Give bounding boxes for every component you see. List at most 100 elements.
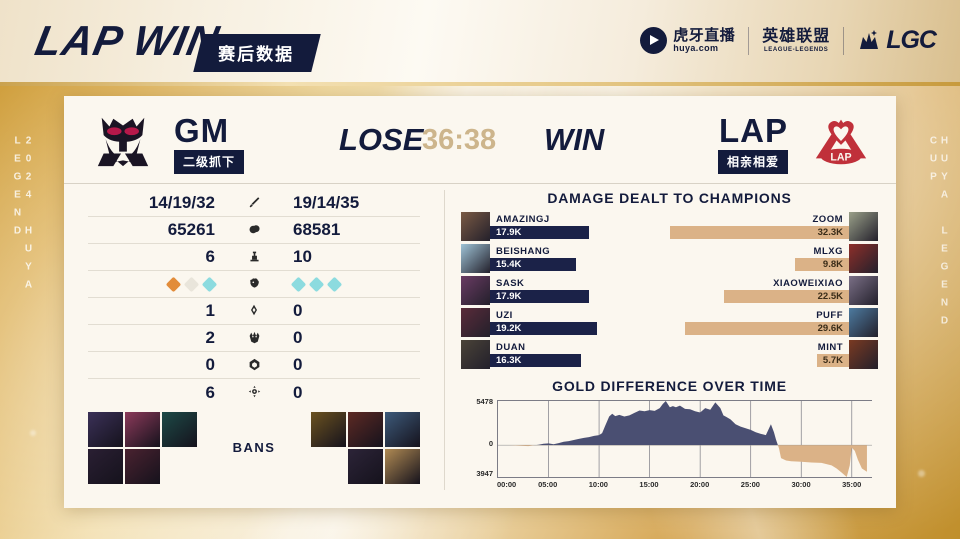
damage-value: 17.9K — [496, 227, 522, 238]
x-axis-tick-label: 30:00 — [791, 480, 811, 489]
player-name: ZOOM — [812, 214, 843, 225]
damage-value: 5.7K — [822, 355, 843, 366]
x-axis-tick-label: 35:00 — [842, 480, 862, 489]
ban-champion-portrait — [162, 412, 197, 447]
gold-chart-section: GOLD DIFFERENCE OVER TIME 5478 0 3947 00… — [461, 378, 878, 491]
damage-row-body: XIAOWEIXIAO 22.5K — [670, 276, 849, 305]
right-team-tagline: 相亲相爱 — [717, 150, 788, 174]
gold-chart-x-axis: 00:00 05:00 10:00 15:00 20:00 25:00 30:00 35:00 — [497, 478, 872, 491]
damage-row: UZI 19.2K — [461, 308, 670, 337]
panel-divider — [444, 190, 445, 490]
damage-chart: AMAZINGJ 17.9K BEISHANG 15.4K SASK 17.9K UZI 19… — [461, 212, 878, 372]
player-portrait — [461, 276, 490, 305]
elder-icon — [237, 385, 271, 400]
damage-row-body: MLXG 9.8K — [670, 244, 849, 273]
stat-row-elder: 6 0 — [88, 379, 420, 406]
team-stats-panel: 14/19/32 19/14/35 65261 68581 6 — [64, 184, 444, 507]
ban-champion-portrait — [385, 412, 420, 447]
watermark-left: 2024 HUYA LEGEND — [12, 134, 34, 297]
damage-value: 32.3K — [817, 227, 843, 238]
damage-row: XIAOWEIXIAO 22.5K — [670, 276, 878, 305]
analytics-panel: DAMAGE DEALT TO CHAMPIONS AMAZINGJ 17.9K B… — [445, 184, 896, 507]
player-name: MLXG — [813, 246, 843, 257]
damage-value: 15.4K — [496, 259, 522, 270]
x-axis-tick-label: 10:00 — [588, 480, 608, 489]
damage-row-body: UZI 19.2K — [490, 308, 670, 337]
lol-logo-en: LEAGUE-LEGENDS — [764, 46, 829, 53]
ban-champion-portrait — [125, 449, 160, 484]
damage-right-column: ZOOM 32.3K MLXG 9.8K XIAOWEIXIAO 22.5K PUFF 29.… — [669, 212, 878, 372]
watermark-right: HUYA LEGEND CUP — [928, 134, 950, 333]
ban-champion-portrait — [348, 412, 383, 447]
damage-bar-fill: 19.2K — [490, 322, 597, 335]
damage-row-body: AMAZINGJ 17.9K — [490, 212, 670, 241]
damage-bar-track: 17.9K — [490, 226, 670, 239]
baron-icon — [237, 331, 271, 346]
huya-logo-text: 虎牙直播 huya.com — [673, 28, 735, 53]
dragon-stack-icon — [201, 276, 218, 292]
left-towers-value: 6 — [205, 247, 215, 266]
damage-row-body: BEISHANG 15.4K — [490, 244, 670, 273]
right-towers-value: 10 — [293, 247, 312, 266]
player-portrait — [849, 244, 878, 273]
right-elder-value: 0 — [293, 382, 303, 402]
lgc-logo-text: LGC — [886, 26, 937, 54]
stat-row-gold: 65261 68581 — [88, 217, 420, 244]
damage-row: BEISHANG 15.4K — [461, 244, 670, 273]
damage-value: 9.8K — [822, 259, 843, 270]
player-portrait — [461, 340, 490, 369]
stat-row-herald: 1 0 — [88, 298, 420, 325]
damage-bar-fill: 22.5K — [723, 290, 849, 303]
damage-bar-track: 5.7K — [670, 354, 849, 367]
tower-icon — [237, 250, 271, 265]
right-team-result: WIN — [544, 122, 605, 157]
right-gold-value: 68581 — [293, 220, 341, 239]
y-axis-bottom-label: 3947 — [476, 469, 493, 478]
damage-value: 16.3K — [496, 355, 522, 366]
left-kda-value: 14/19/32 — [148, 193, 215, 212]
gold-area-negative — [498, 445, 867, 477]
player-portrait — [849, 212, 878, 241]
ban-champion-portrait — [385, 449, 420, 484]
stat-row-inhibitor: 0 0 — [88, 352, 420, 379]
damage-bar-track: 17.9K — [490, 290, 670, 303]
player-name: SASK — [496, 278, 525, 289]
right-baron-value: 0 — [293, 328, 303, 347]
dragon-stack-icon — [326, 276, 343, 292]
player-portrait — [849, 340, 878, 369]
dragon-stack-icon — [183, 276, 200, 292]
damage-bar-fill: 17.9K — [490, 290, 590, 303]
damage-value: 22.5K — [817, 291, 843, 302]
left-baron-value: 2 — [205, 328, 215, 347]
dragon-stack-icon — [290, 276, 307, 292]
herald-icon — [237, 304, 271, 318]
damage-row: MINT 5.7K — [670, 340, 878, 369]
damage-row-body: PUFF 29.6K — [670, 308, 849, 337]
right-team-bans — [311, 412, 420, 484]
card-body: 14/19/32 19/14/35 65261 68581 6 — [64, 184, 896, 507]
y-axis-top-label: 5478 — [476, 397, 493, 406]
ribbon-label: 赛后数据 — [218, 45, 295, 64]
left-team-name: GM — [174, 112, 230, 149]
left-team-result: LOSE — [339, 122, 424, 157]
gold-chart-plot-area: 5478 0 3947 — [461, 397, 878, 478]
ban-champion-portrait — [348, 449, 383, 484]
damage-row-body: ZOOM 32.3K — [669, 212, 849, 241]
damage-bar-track: 22.5K — [670, 290, 849, 303]
gold-chart-y-axis: 5478 0 3947 — [461, 397, 495, 478]
player-name: DUAN — [496, 342, 526, 353]
stat-row-baron: 2 0 — [88, 325, 420, 352]
right-kda-value: 19/14/35 — [293, 193, 360, 212]
damage-bar-fill: 16.3K — [490, 354, 581, 367]
dragon-stack-icon — [308, 276, 325, 292]
damage-row-body: SASK 17.9K — [490, 276, 670, 305]
damage-row-body: DUAN 16.3K — [490, 340, 670, 369]
player-portrait — [461, 308, 490, 337]
x-axis-tick-label: 15:00 — [639, 480, 659, 489]
right-herald-value: 0 — [293, 301, 303, 320]
left-herald-value: 1 — [205, 301, 215, 320]
damage-bar-track: 19.2K — [490, 322, 670, 335]
stat-row-kda: 14/19/32 19/14/35 — [88, 190, 420, 217]
sword-icon — [237, 196, 271, 211]
dragon-stack-icon — [165, 276, 182, 292]
